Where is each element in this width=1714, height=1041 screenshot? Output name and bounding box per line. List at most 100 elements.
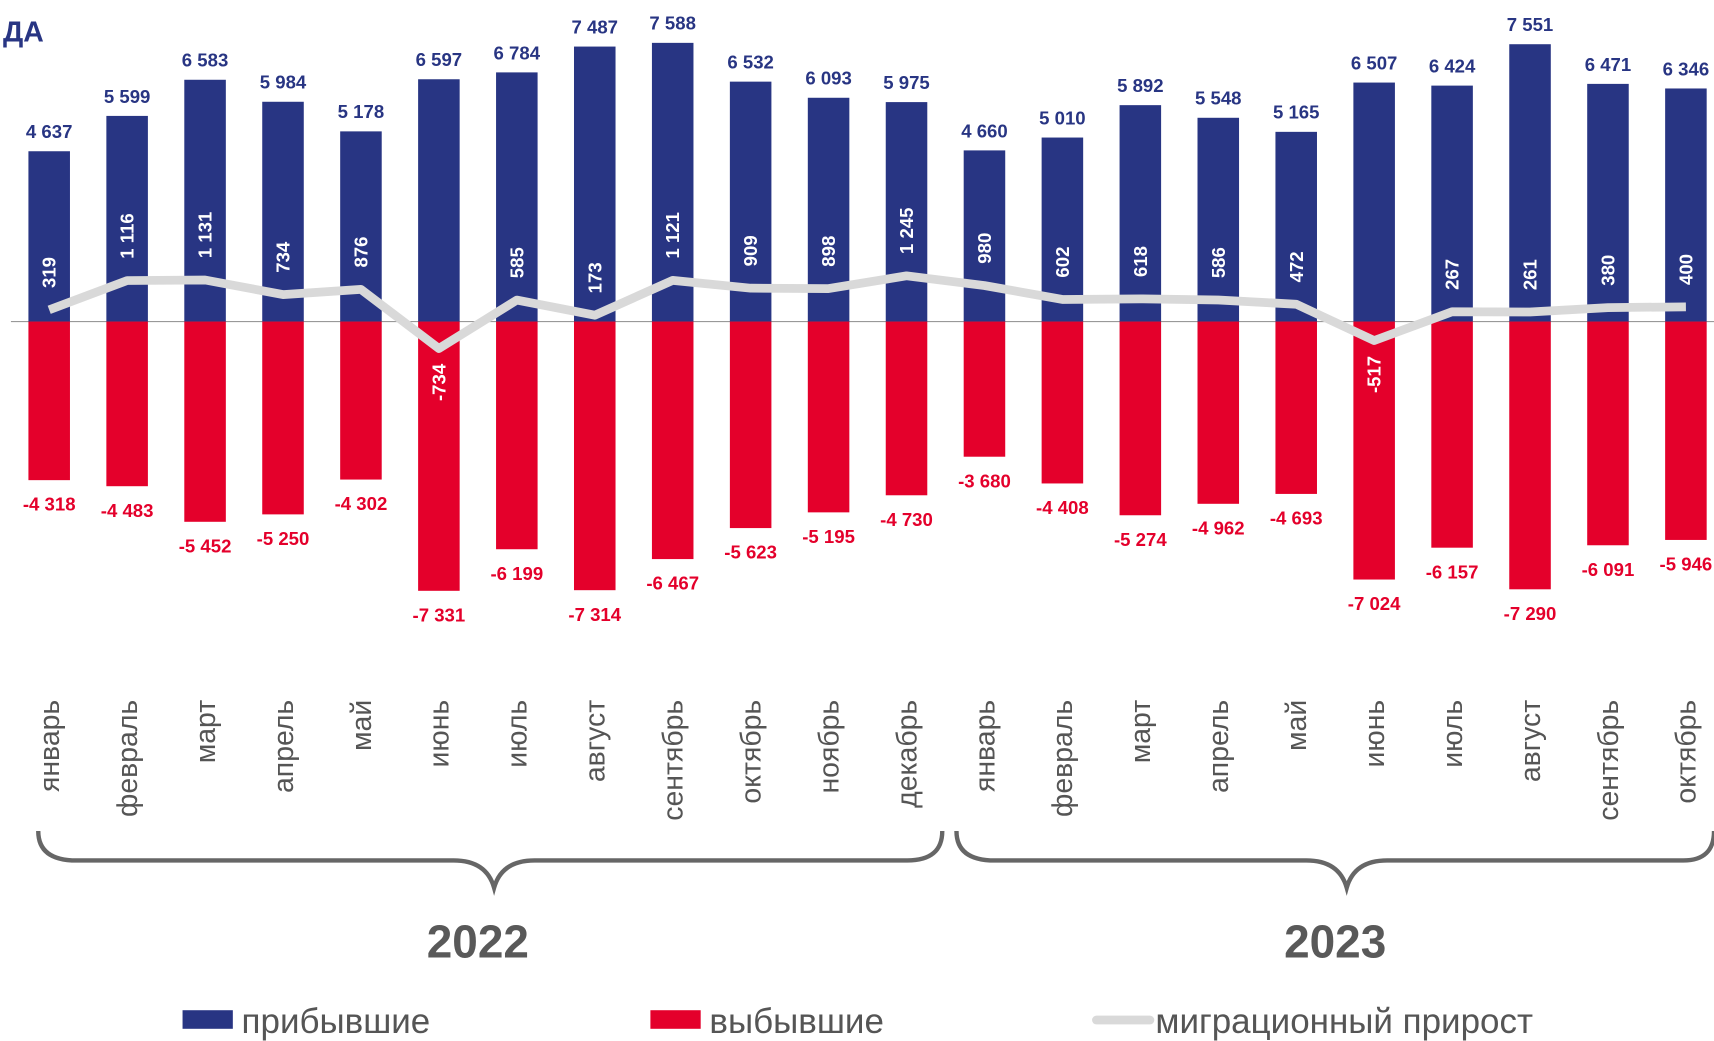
net-label: 261	[1520, 259, 1541, 290]
net-label: 1 116	[117, 213, 138, 258]
bar	[28, 321, 70, 481]
value-label: -4 302	[335, 493, 388, 514]
legend-label: прибывшие	[242, 1002, 431, 1041]
value-label: -7 024	[1348, 593, 1401, 614]
bar	[418, 321, 460, 591]
value-label: -6 467	[646, 573, 699, 594]
value-label: -4 318	[23, 494, 76, 515]
bar	[1665, 321, 1707, 540]
x-tick-label: октябрь	[1671, 700, 1703, 804]
net-label: 380	[1598, 255, 1619, 286]
bar	[340, 321, 382, 480]
value-label: -5 250	[257, 528, 310, 549]
bar	[1041, 137, 1084, 322]
net-label: 602	[1052, 247, 1073, 278]
bar	[1119, 321, 1162, 516]
value-label: 6 346	[1663, 58, 1710, 79]
bar	[963, 150, 1006, 322]
value-label: 5 984	[260, 72, 307, 93]
bar	[496, 72, 538, 322]
group-label: 2022	[427, 916, 529, 968]
value-label: 7 588	[649, 13, 696, 34]
value-label: 6 424	[1429, 55, 1476, 76]
bar	[885, 102, 928, 322]
bar	[262, 321, 304, 515]
x-tick-label: сентябрь	[1593, 700, 1625, 821]
value-label: -6 199	[490, 563, 543, 584]
net-label: 898	[818, 236, 839, 267]
value-label: 5 975	[883, 72, 929, 93]
legend-label: выбывшие	[709, 1002, 883, 1041]
bar	[651, 42, 694, 322]
x-tick-label: май	[1281, 700, 1313, 751]
bar	[1275, 321, 1317, 494]
value-label: -4 693	[1270, 508, 1323, 529]
value-label: -5 452	[179, 535, 232, 556]
net-label: 472	[1286, 251, 1307, 282]
value-label: 4 637	[26, 121, 73, 142]
value-label: 7 487	[572, 16, 619, 37]
bar	[418, 79, 460, 322]
bar	[262, 101, 304, 322]
value-label: 6 507	[1351, 52, 1398, 73]
bar	[1353, 321, 1395, 580]
brace	[36, 830, 945, 896]
x-tick-label: май	[346, 700, 378, 751]
value-label: -4 408	[1036, 497, 1089, 518]
bar	[573, 321, 616, 591]
value-label: -7 314	[568, 604, 621, 625]
value-label: 5 178	[338, 101, 385, 122]
bar	[573, 46, 616, 322]
x-tick-label: июнь	[1359, 700, 1391, 768]
x-tick-label: январь	[969, 700, 1001, 792]
legend-label: миграционный прирост	[1155, 1002, 1533, 1041]
bar	[1197, 321, 1240, 504]
x-tick-label: июнь	[424, 700, 456, 768]
value-label: -7 290	[1504, 603, 1557, 624]
x-tick-label: апрель	[1203, 700, 1235, 793]
bar	[651, 321, 694, 560]
bar	[496, 321, 538, 550]
net-label: 586	[1208, 247, 1229, 278]
net-label: 980	[974, 233, 995, 264]
value-label: -3 680	[958, 470, 1011, 491]
bar	[184, 321, 226, 522]
bar	[729, 321, 772, 529]
bar	[1275, 131, 1317, 322]
x-tick-label: ноябрь	[813, 700, 845, 794]
net-label: 267	[1442, 259, 1463, 290]
bar	[807, 321, 850, 513]
value-label: 4 660	[961, 120, 1008, 141]
x-tick-label: январь	[34, 700, 66, 792]
legend-swatch	[182, 1010, 233, 1029]
value-label: 5 892	[1117, 75, 1164, 96]
value-label: -7 331	[413, 604, 466, 625]
bar	[1587, 83, 1629, 322]
bar	[28, 151, 70, 322]
net-label: 1 121	[662, 212, 683, 258]
net-label: 173	[584, 262, 605, 293]
x-tick-label: август	[1515, 700, 1547, 782]
value-label: 5 010	[1039, 107, 1086, 128]
value-label: -6 091	[1582, 559, 1635, 580]
value-label: -6 157	[1426, 561, 1479, 582]
net-label: 876	[351, 237, 372, 268]
brace	[954, 830, 1714, 896]
value-label: -5 274	[1114, 529, 1167, 550]
bar	[1509, 44, 1551, 322]
line	[47, 271, 1686, 353]
x-tick-label: март	[1125, 700, 1157, 764]
bar	[1197, 117, 1240, 322]
x-tick-label: октябрь	[735, 700, 767, 804]
value-label: -4 730	[880, 509, 933, 530]
value-label: -5 195	[802, 526, 855, 547]
value-label: -5 946	[1660, 554, 1713, 575]
x-tick-label: декабрь	[891, 700, 923, 808]
net-label: 1 245	[896, 207, 917, 253]
x-tick-label: июль	[1437, 700, 1469, 768]
net-label: 618	[1130, 246, 1151, 277]
x-tick-label: февраль	[1047, 700, 1079, 817]
net-label: 734	[273, 241, 294, 273]
